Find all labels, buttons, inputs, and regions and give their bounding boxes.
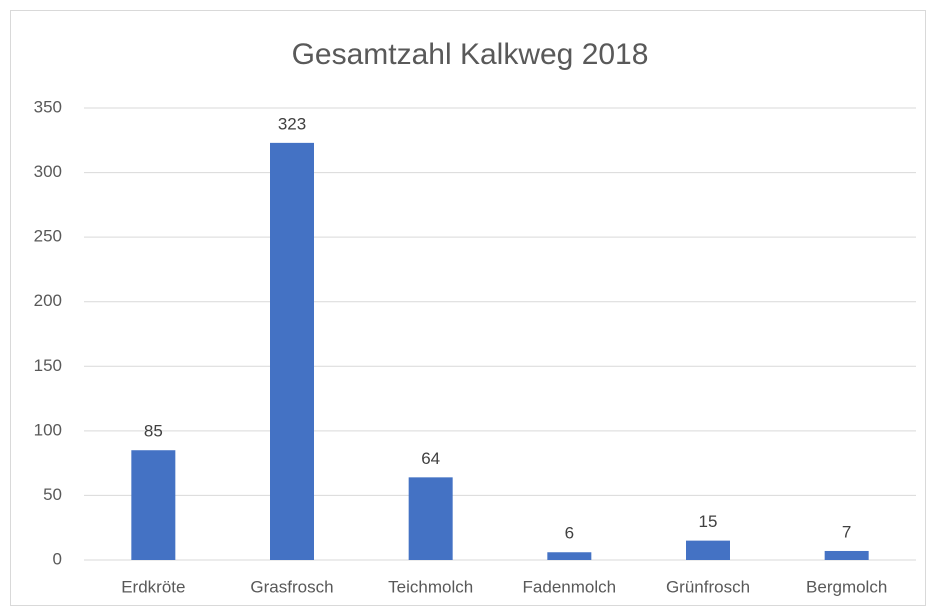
- data-label: 6: [565, 524, 574, 543]
- chart-title: Gesamtzahl Kalkweg 2018: [292, 38, 649, 71]
- y-tick-label: 100: [34, 420, 62, 439]
- x-tick-label: Grünfrosch: [666, 577, 750, 596]
- x-tick-label: Bergmolch: [806, 577, 887, 596]
- bar: [270, 142, 314, 560]
- bar: [408, 477, 453, 560]
- y-tick-label: 350: [34, 97, 62, 116]
- y-tick-label: 0: [53, 549, 62, 568]
- data-label: 7: [842, 522, 851, 541]
- bar: [824, 550, 869, 560]
- data-label: 85: [144, 422, 163, 441]
- data-label: 15: [699, 512, 718, 531]
- y-tick-label: 150: [34, 356, 62, 375]
- y-tick-label: 300: [34, 162, 62, 181]
- y-tick-label: 200: [34, 291, 62, 310]
- bar: [131, 450, 176, 560]
- data-label: 323: [278, 114, 306, 133]
- x-tick-label: Teichmolch: [388, 577, 473, 596]
- y-tick-label: 50: [43, 485, 62, 504]
- x-tick-label: Grasfrosch: [250, 577, 333, 596]
- x-tick-label: Erdkröte: [121, 577, 185, 596]
- data-label: 64: [421, 449, 440, 468]
- bar: [686, 540, 730, 560]
- bar: [547, 552, 592, 560]
- x-tick-label: Fadenmolch: [523, 577, 617, 596]
- y-tick-label: 250: [34, 227, 62, 246]
